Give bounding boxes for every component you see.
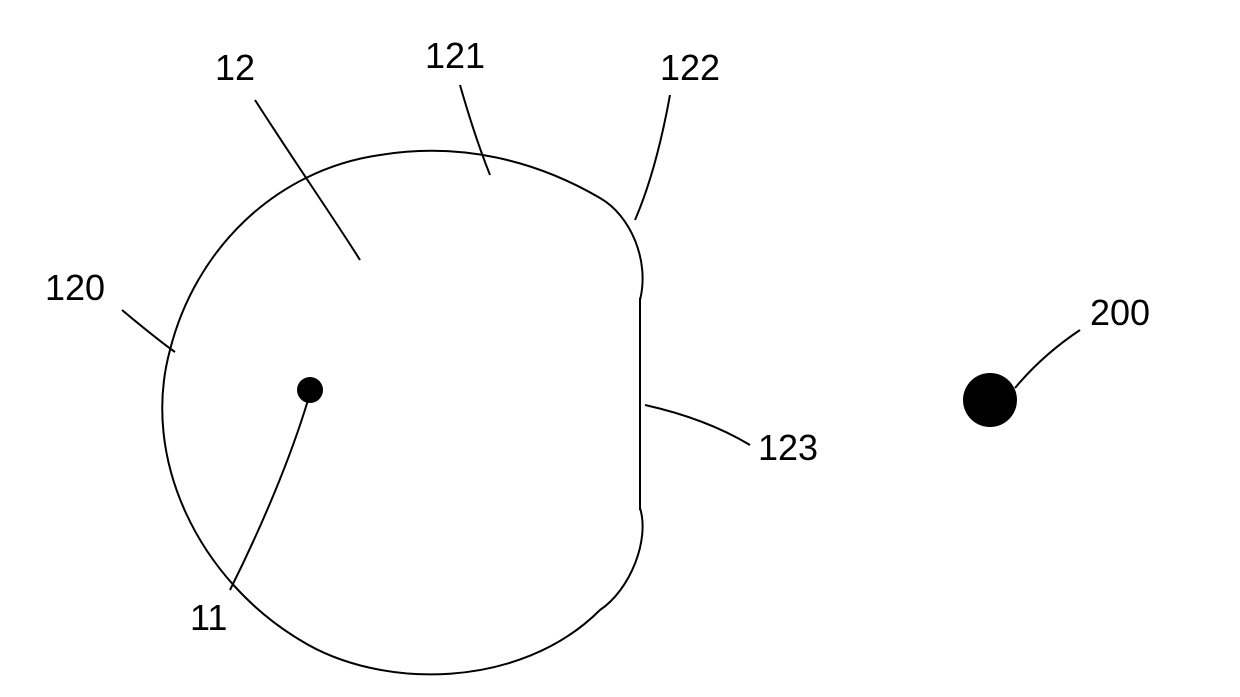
label-12: 12 (215, 47, 255, 88)
leader-120 (122, 310, 175, 352)
label-11: 11 (190, 597, 227, 638)
leader-121 (460, 85, 490, 175)
right-dot (963, 373, 1017, 427)
leader-12 (255, 100, 360, 260)
label-123: 123 (758, 427, 818, 468)
center-dot (297, 377, 323, 403)
label-120: 120 (45, 267, 105, 308)
leader-122 (635, 95, 670, 220)
leader-11 (230, 400, 308, 590)
leader-200 (1015, 330, 1080, 388)
label-121: 121 (425, 35, 485, 76)
label-200: 200 (1090, 292, 1150, 333)
label-122: 122 (660, 47, 720, 88)
rounded-body-outline (162, 151, 642, 675)
leader-123 (645, 405, 750, 445)
